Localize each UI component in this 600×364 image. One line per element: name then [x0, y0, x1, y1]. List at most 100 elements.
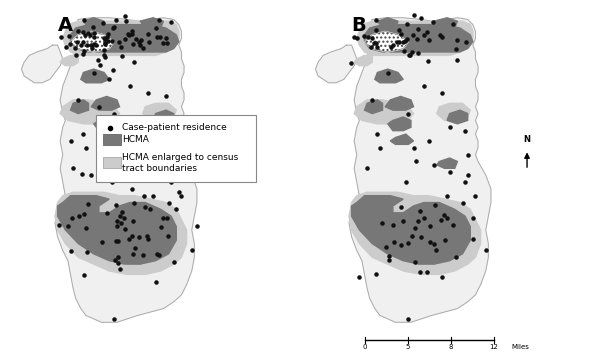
Point [158, 40, 168, 46]
Point [404, 316, 413, 322]
FancyBboxPatch shape [96, 115, 256, 182]
Point [61, 44, 70, 50]
Point [102, 210, 112, 216]
Point [392, 39, 402, 45]
Point [134, 39, 144, 45]
Point [139, 193, 149, 199]
Point [366, 44, 376, 50]
Point [99, 35, 109, 41]
Point [413, 50, 422, 55]
Point [381, 244, 391, 250]
Text: A: A [58, 16, 73, 35]
Point [169, 260, 179, 265]
Point [128, 41, 138, 47]
Point [142, 233, 151, 239]
Point [80, 32, 90, 38]
Polygon shape [365, 100, 383, 114]
Point [138, 45, 148, 51]
Point [110, 111, 119, 116]
Point [120, 36, 130, 42]
Polygon shape [388, 117, 411, 131]
Point [404, 111, 413, 116]
Point [77, 43, 86, 48]
Point [437, 90, 446, 96]
Point [451, 46, 461, 52]
Point [174, 189, 184, 195]
Point [128, 218, 138, 223]
Point [89, 24, 98, 30]
Point [130, 118, 140, 123]
Point [86, 172, 96, 178]
Point [407, 234, 417, 240]
Point [166, 179, 176, 185]
Point [128, 251, 137, 257]
Point [70, 45, 80, 51]
Point [146, 148, 155, 154]
Point [111, 17, 121, 23]
Polygon shape [354, 55, 372, 66]
Point [119, 215, 128, 221]
Polygon shape [71, 25, 179, 52]
Point [89, 31, 98, 36]
Point [154, 17, 164, 23]
Polygon shape [91, 96, 119, 110]
Point [377, 220, 387, 226]
Point [424, 37, 434, 43]
Point [115, 39, 124, 45]
Point [388, 41, 398, 47]
Point [452, 254, 461, 260]
Point [66, 138, 76, 144]
Point [81, 145, 91, 151]
Point [89, 41, 98, 47]
Point [129, 200, 139, 206]
Point [128, 233, 137, 239]
Point [437, 35, 446, 40]
Point [130, 138, 140, 144]
Point [375, 145, 385, 151]
Point [401, 179, 410, 185]
Polygon shape [434, 18, 457, 28]
Point [156, 224, 166, 230]
Point [115, 266, 125, 272]
Point [112, 218, 122, 224]
Point [118, 159, 127, 165]
Point [423, 58, 433, 64]
Point [152, 251, 161, 257]
Polygon shape [354, 100, 413, 124]
Point [94, 104, 104, 110]
Point [95, 62, 105, 68]
Point [136, 37, 146, 43]
Point [118, 53, 127, 59]
Point [422, 29, 431, 35]
Polygon shape [316, 45, 357, 83]
Point [413, 26, 423, 32]
Text: 0: 0 [362, 344, 367, 350]
Point [151, 169, 160, 175]
Polygon shape [153, 110, 174, 124]
Point [409, 12, 418, 18]
Point [109, 25, 118, 31]
Point [109, 67, 118, 72]
Point [128, 31, 137, 37]
Point [128, 186, 137, 192]
Point [117, 209, 127, 215]
Point [413, 218, 423, 224]
Polygon shape [71, 31, 115, 52]
FancyBboxPatch shape [103, 157, 121, 168]
Point [103, 34, 112, 40]
Point [55, 222, 64, 228]
Polygon shape [63, 21, 179, 55]
Point [176, 145, 186, 151]
Text: Miles: Miles [512, 344, 529, 350]
Point [399, 48, 409, 54]
Point [346, 60, 355, 66]
Point [400, 38, 410, 44]
Point [74, 213, 84, 219]
Point [89, 34, 98, 40]
Polygon shape [96, 134, 119, 145]
Point [129, 59, 139, 65]
Polygon shape [71, 100, 89, 114]
Point [350, 34, 359, 40]
Point [398, 218, 407, 224]
Point [448, 21, 458, 27]
